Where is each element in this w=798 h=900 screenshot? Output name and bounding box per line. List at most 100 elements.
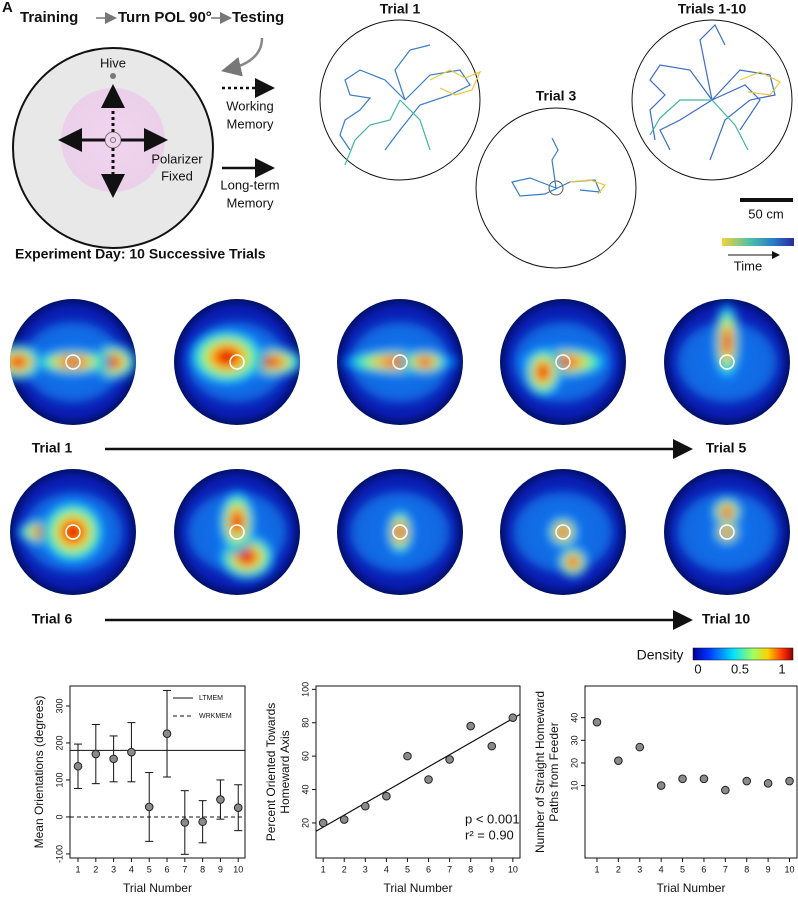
heatmap xyxy=(500,299,626,425)
x-tick-label: 3 xyxy=(637,864,642,874)
legend-label: Working xyxy=(226,98,273,113)
heatmap xyxy=(664,299,790,425)
heatmap-blob xyxy=(713,518,741,546)
heatmap-blob xyxy=(546,515,580,549)
trajectory xyxy=(739,71,781,96)
x-tick-label: 7 xyxy=(447,864,452,874)
heatmap-blob xyxy=(31,348,115,376)
y-tick-label: -100 xyxy=(54,845,64,863)
heatmap-blobs xyxy=(10,322,136,402)
y-tick-label: 0 xyxy=(54,814,64,819)
point xyxy=(699,774,709,784)
point xyxy=(592,717,602,727)
trial-label: Trial 10 xyxy=(702,611,750,627)
point xyxy=(318,818,328,828)
hive-dot xyxy=(110,73,116,79)
y-tick-label: 40 xyxy=(569,713,579,723)
point xyxy=(109,754,118,764)
heatmap-blobs xyxy=(185,322,300,402)
x-tick-label: 2 xyxy=(93,864,98,874)
x-tick-label: 10 xyxy=(233,864,243,874)
feeder xyxy=(555,524,571,540)
trial-label: Trial 5 xyxy=(706,440,747,456)
heatmap-blobs xyxy=(187,487,287,583)
x-tick-label: 5 xyxy=(405,864,410,874)
time-colorbar xyxy=(722,238,794,246)
legend-label: Memory xyxy=(227,195,274,210)
colorbar-title: Density xyxy=(637,647,684,663)
point xyxy=(424,775,433,784)
point xyxy=(656,781,666,790)
scale-label: 50 cm xyxy=(748,206,783,221)
point xyxy=(678,774,687,784)
colorbar-tick-label: 1 xyxy=(778,661,785,676)
y-tick-label: 100 xyxy=(300,682,310,697)
x-tick-label: 7 xyxy=(723,864,728,874)
heatmap-blob xyxy=(10,342,46,382)
x-tick-label: 9 xyxy=(218,864,223,874)
heatmap-blobs xyxy=(350,492,450,572)
trajectory xyxy=(649,23,776,161)
point xyxy=(339,815,349,824)
feeder xyxy=(548,180,564,196)
trajectory xyxy=(344,99,431,166)
x-axis-label: Trial Number xyxy=(384,881,453,895)
x-tick-label: 4 xyxy=(384,864,389,874)
x-tick-label: 9 xyxy=(766,864,771,874)
point xyxy=(127,747,136,757)
heatmap-blob xyxy=(713,300,741,384)
y-tick-label: 20 xyxy=(569,758,579,768)
point xyxy=(614,756,623,765)
y-tick-label: 40 xyxy=(300,785,310,795)
point xyxy=(233,803,243,812)
feeder xyxy=(719,354,735,370)
point xyxy=(382,791,391,801)
heatmap xyxy=(337,469,463,595)
x-tick-label: 2 xyxy=(342,864,347,874)
heatmap xyxy=(664,469,790,595)
heatmap-blob xyxy=(38,497,108,567)
feeder xyxy=(392,354,408,370)
heatmap-blob xyxy=(185,326,269,388)
polarizer-label: Fixed xyxy=(161,168,193,183)
plot-frame xyxy=(69,685,246,859)
heatmap-blob xyxy=(556,545,590,579)
x-tick-label: 10 xyxy=(508,864,518,874)
trial-label: Trial 6 xyxy=(32,611,73,627)
y-tick-label: 100 xyxy=(54,772,64,787)
y-axis-label: Number of Straight Homeward xyxy=(533,691,547,853)
point xyxy=(466,721,475,731)
y-axis-label: Paths from Feeder xyxy=(547,722,561,821)
x-tick-label: 5 xyxy=(680,864,685,874)
x-tick-label: 6 xyxy=(165,864,170,874)
panel-letter: A xyxy=(2,0,13,16)
hive-label: Hive xyxy=(100,55,126,70)
heatmap xyxy=(500,469,626,595)
heatmap-blob xyxy=(710,495,744,529)
feeder xyxy=(555,354,571,370)
feeder xyxy=(229,354,245,370)
point xyxy=(763,779,773,788)
point xyxy=(361,801,370,811)
y-tick-label: 80 xyxy=(300,718,310,728)
x-tick-label: 1 xyxy=(321,864,326,874)
x-tick-label: 3 xyxy=(363,864,368,874)
feeder xyxy=(65,354,81,370)
x-tick-label: 4 xyxy=(129,864,134,874)
x-axis-label: Trial Number xyxy=(123,881,192,895)
x-tick-label: 5 xyxy=(147,864,152,874)
heatmap xyxy=(10,299,136,425)
heatmap-blobs xyxy=(513,322,613,402)
heatmap-blobs xyxy=(677,492,777,572)
caption: Experiment Day: 10 Successive Trials xyxy=(15,246,266,262)
feeder xyxy=(65,524,81,540)
heatmap-blob xyxy=(217,487,257,557)
x-tick-label: 8 xyxy=(200,864,205,874)
feeder xyxy=(719,524,735,540)
y-axis-label: Percent Oriented Towards xyxy=(264,703,278,842)
trial-title: Trials 1-10 xyxy=(678,1,747,17)
plot-frame xyxy=(584,685,798,859)
x-tick-label: 10 xyxy=(785,864,795,874)
x-tick-label: 1 xyxy=(594,864,599,874)
y-axis-label: Homeward Axis xyxy=(278,730,292,813)
